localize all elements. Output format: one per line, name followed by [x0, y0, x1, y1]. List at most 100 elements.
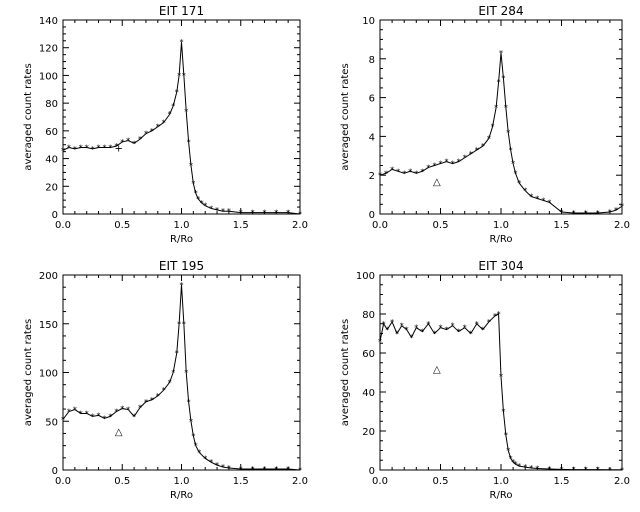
x-tick-label: 0.0 — [55, 220, 71, 231]
data-point-marker: * — [385, 326, 389, 335]
y-axis-label: averaged count rates — [23, 63, 34, 170]
data-point-marker: * — [481, 142, 485, 151]
data-point-marker: * — [560, 465, 564, 474]
data-point-marker: * — [274, 465, 278, 474]
data-point-marker: * — [499, 49, 503, 58]
data-point-marker: * — [596, 209, 600, 218]
data-point-marker: * — [97, 411, 101, 420]
data-point-marker: * — [501, 408, 505, 417]
data-point-marker: * — [497, 310, 501, 319]
y-axis-label: averaged count rates — [340, 319, 351, 426]
data-point-marker: * — [535, 194, 539, 203]
y-tick-label: 20 — [362, 427, 375, 438]
data-point-marker: * — [61, 146, 65, 155]
data-point-marker: * — [150, 396, 154, 405]
data-point-marker: * — [298, 210, 302, 219]
data-point-marker: * — [138, 135, 142, 144]
data-point-marker: * — [162, 119, 166, 128]
data-point-marker: * — [67, 143, 71, 152]
data-point-marker: * — [67, 408, 71, 417]
data-point-marker: * — [239, 209, 243, 218]
x-tick-label: 2.0 — [614, 476, 630, 487]
data-point-marker: * — [487, 318, 491, 327]
data-point-marker: * — [180, 38, 184, 47]
x-tick-label: 1.5 — [554, 220, 570, 231]
x-tick-label: 0.5 — [433, 476, 449, 487]
data-point-marker: * — [414, 324, 418, 333]
x-tick-label: 2.0 — [292, 476, 308, 487]
data-point-marker: * — [168, 378, 172, 387]
data-point-marker: * — [506, 447, 510, 456]
x-tick-label: 0.0 — [372, 220, 388, 231]
data-point-marker: * — [184, 107, 188, 116]
y-tick-label: 40 — [45, 155, 58, 166]
series-line — [62, 42, 301, 215]
x-tick-label: 0.5 — [114, 220, 130, 231]
x-tick-label: 1.5 — [233, 476, 249, 487]
data-point-marker: * — [102, 143, 106, 152]
data-point-marker: * — [191, 180, 195, 189]
data-point-marker: * — [382, 320, 386, 329]
x-axis-label: R/Ro — [170, 490, 193, 501]
data-point-marker: * — [102, 414, 106, 423]
data-point-marker: * — [547, 465, 551, 474]
data-point-marker: * — [168, 110, 172, 119]
data-point-marker: * — [420, 328, 424, 337]
data-point-marker: * — [511, 160, 515, 169]
data-point-marker: * — [114, 142, 118, 151]
data-point-marker: * — [286, 465, 290, 474]
data-point-marker: * — [180, 281, 184, 290]
data-point-marker: * — [475, 320, 479, 329]
y-tick-label: 0 — [369, 466, 375, 477]
data-point-marker: * — [215, 461, 219, 470]
data-point-marker: * — [620, 466, 624, 475]
data-point-marker: * — [126, 406, 130, 415]
data-point-marker: * — [189, 417, 193, 426]
data-point-marker: * — [251, 209, 255, 218]
data-point-marker: * — [221, 207, 225, 216]
data-point-marker: * — [535, 464, 539, 473]
y-tick-label: 40 — [362, 388, 375, 399]
data-point-marker: * — [475, 146, 479, 155]
data-point-marker: * — [493, 312, 497, 321]
y-tick-label: 6 — [369, 94, 375, 105]
data-point-marker: * — [457, 158, 461, 167]
data-point-marker: * — [402, 169, 406, 178]
data-point-marker: * — [509, 146, 513, 155]
x-tick-label: 2.0 — [292, 220, 308, 231]
data-point-marker: * — [608, 466, 612, 475]
y-tick-label: 150 — [39, 320, 58, 331]
data-point-marker: * — [156, 392, 160, 401]
x-tick-label: 0.0 — [55, 476, 71, 487]
data-point-marker: * — [215, 206, 219, 215]
x-tick-label: 1.0 — [493, 220, 509, 231]
data-point-marker: * — [432, 330, 436, 339]
y-tick-label: 4 — [369, 132, 375, 143]
data-point-marker: * — [175, 349, 179, 358]
data-point-marker: * — [400, 322, 404, 331]
data-point-marker: * — [194, 442, 198, 451]
x-tick-label: 1.5 — [233, 220, 249, 231]
data-point-marker: * — [395, 330, 399, 339]
data-point-marker: * — [171, 369, 175, 378]
data-point-marker: * — [572, 466, 576, 475]
data-point-marker: * — [187, 138, 191, 147]
data-point-marker: * — [432, 162, 436, 171]
y-tick-label: 100 — [39, 369, 58, 380]
data-point-marker: * — [390, 318, 394, 327]
data-point-marker: * — [608, 208, 612, 217]
x-tick-label: 0.5 — [433, 220, 449, 231]
chart-panel-3: EIT 195 0.0 0.5 1.0 1.5 2.0 0 50 100 150 200 R/Ro av… — [23, 259, 308, 501]
data-point-marker: * — [298, 466, 302, 475]
y-axis-label: averaged count rates — [340, 63, 351, 170]
chart-title: EIT 195 — [159, 259, 204, 273]
y-tick-label: 8 — [369, 55, 375, 66]
data-point-marker: * — [79, 409, 83, 418]
data-point-marker: * — [517, 462, 521, 471]
data-point-marker: * — [378, 337, 382, 346]
data-point-marker: * — [177, 71, 181, 80]
data-point-marker: * — [108, 412, 112, 421]
data-point-marker: * — [514, 460, 518, 469]
data-point-marker: * — [463, 154, 467, 163]
y-tick-label: 100 — [39, 71, 58, 82]
